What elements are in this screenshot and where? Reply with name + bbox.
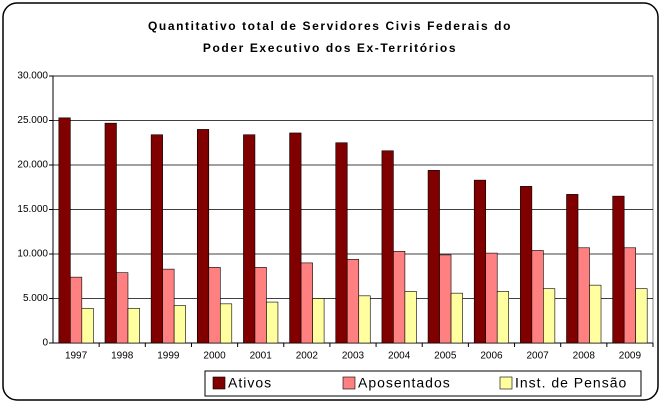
legend-label: Ativos	[228, 375, 272, 391]
bar	[58, 117, 71, 344]
x-tick-label: 2008	[573, 351, 596, 362]
x-tick-label: 2004	[388, 351, 411, 362]
bar	[496, 291, 510, 344]
y-tick-label: 20.000	[17, 160, 48, 171]
bar	[104, 122, 117, 344]
y-tick-label: 10.000	[17, 249, 48, 260]
bar	[81, 307, 94, 344]
x-tick-label: 1997	[65, 351, 88, 362]
bar	[543, 288, 556, 344]
bar	[196, 129, 210, 344]
bar	[289, 132, 302, 344]
x-tick-label: 2000	[203, 351, 226, 362]
legend-swatch	[212, 376, 226, 390]
bar	[566, 194, 579, 344]
bar	[531, 250, 544, 344]
legend-label: Aposentados	[358, 375, 451, 391]
bar	[439, 254, 452, 344]
legend-swatch	[499, 376, 513, 390]
bar	[300, 262, 313, 344]
bar	[381, 150, 394, 344]
y-tick-label: 5.000	[23, 293, 48, 304]
bar	[589, 284, 602, 344]
x-tick-label: 2002	[296, 351, 319, 362]
bar	[612, 195, 625, 344]
bar	[70, 276, 83, 344]
bar	[116, 272, 129, 344]
legend-box	[204, 370, 642, 397]
y-tick-label: 15.000	[17, 204, 48, 215]
x-tick-label: 2006	[480, 351, 503, 362]
bar	[450, 292, 463, 344]
bar	[577, 247, 590, 344]
bar	[312, 298, 325, 344]
bar	[219, 303, 233, 344]
bar	[520, 186, 533, 344]
legend-label: Inst. de Pensão	[515, 375, 627, 391]
bar	[266, 301, 279, 344]
bar	[208, 267, 221, 344]
bar	[473, 179, 487, 344]
x-tick-label: 2003	[342, 351, 365, 362]
bar	[393, 251, 406, 344]
x-tick-label: 1998	[111, 351, 134, 362]
bar	[358, 295, 371, 344]
bar	[162, 268, 175, 344]
bar	[243, 134, 256, 344]
bar	[254, 267, 267, 344]
x-tick-label: 1999	[157, 351, 180, 362]
bar	[335, 142, 348, 344]
bar	[623, 247, 636, 344]
chart-title: Quantitativo total de Servidores Civis F…	[148, 19, 512, 33]
y-tick-label: 25.000	[17, 115, 48, 126]
legend-swatch	[342, 376, 356, 390]
bar	[427, 170, 440, 344]
y-tick-label: 0	[42, 338, 48, 349]
bar	[404, 291, 417, 344]
bar	[346, 259, 360, 344]
chart-title: Poder Executivo dos Ex-Territórios	[203, 41, 457, 55]
x-tick-label: 2007	[526, 351, 549, 362]
x-tick-label: 2005	[434, 351, 457, 362]
bar	[173, 305, 186, 344]
x-tick-label: 2009	[619, 351, 642, 362]
bar	[127, 307, 140, 344]
bar	[485, 252, 498, 344]
bar	[150, 134, 163, 344]
x-tick-label: 2001	[250, 351, 273, 362]
y-tick-label: 30.000	[17, 71, 48, 82]
bar	[635, 288, 648, 344]
